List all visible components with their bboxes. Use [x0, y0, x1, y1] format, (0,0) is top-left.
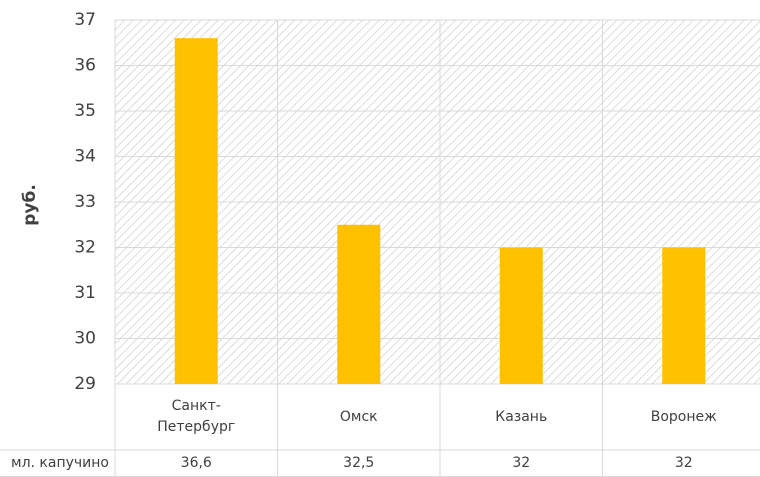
bar [499, 247, 543, 384]
y-tick-label: 29 [74, 374, 96, 394]
y-tick-label: 35 [74, 101, 96, 121]
y-tick-label: 31 [74, 283, 96, 303]
y-tick-label: 33 [74, 192, 96, 212]
y-tick-label: 30 [74, 329, 96, 349]
y-tick-label: 34 [74, 147, 96, 167]
bar [662, 247, 706, 384]
y-tick-label: 32 [74, 238, 96, 258]
x-tick-label: Омск [339, 408, 378, 425]
y-axis-label: руб. [20, 184, 40, 226]
y-tick-label: 36 [74, 56, 96, 76]
bar [174, 38, 218, 384]
table-value: 32,5 [343, 455, 375, 471]
y-tick-label: 37 [74, 10, 96, 30]
table-series-name: мл. капучино [11, 455, 109, 471]
table-value: 36,6 [180, 455, 212, 471]
bar [337, 224, 381, 384]
x-tick-label: Санкт-Петербург [157, 398, 236, 435]
table-value: 32 [512, 455, 531, 471]
x-tick-label: Казань [495, 408, 548, 425]
table-value: 32 [674, 455, 693, 471]
x-tick-label: Воронеж [650, 408, 717, 425]
